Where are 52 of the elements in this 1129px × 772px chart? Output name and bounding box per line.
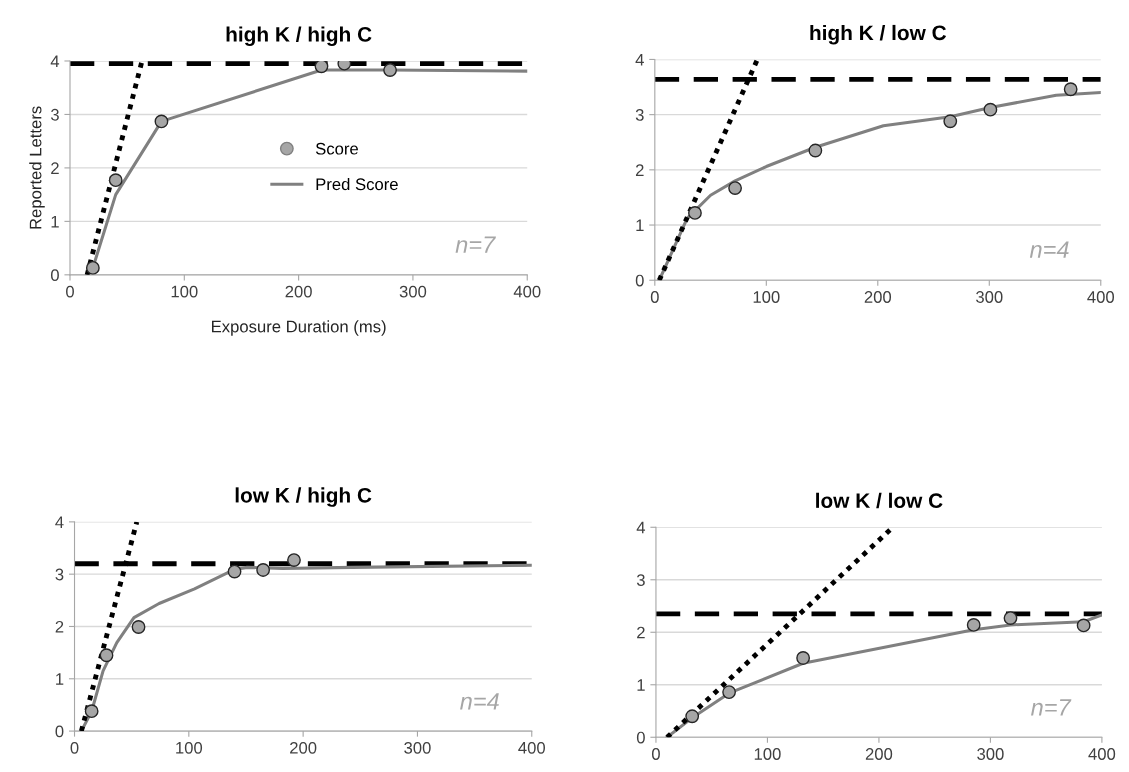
- y-tick-label: 3: [635, 109, 644, 121]
- chart-title: low K / high C: [235, 487, 372, 507]
- chart-title: low K / low C: [816, 492, 943, 509]
- y-tick-label: 3: [55, 568, 64, 581]
- y-tick-label: 1: [51, 215, 59, 228]
- y-tick-label: 4: [636, 521, 646, 534]
- annotation: n=7: [1031, 699, 1072, 716]
- x-axis-title: Exposure Duration (ms): [212, 320, 386, 336]
- x-tick-label: 0: [650, 291, 659, 303]
- y-tick-label: 2: [637, 626, 645, 639]
- x-tick-label: 0: [651, 748, 660, 760]
- annotation: n=7: [455, 236, 496, 253]
- x-tick-label: 300: [399, 285, 427, 298]
- y-tick-label: 2: [635, 164, 644, 176]
- legend-label: Pred Score: [316, 177, 398, 191]
- y-tick-label: 3: [50, 108, 59, 121]
- annotation: n=4: [1029, 241, 1069, 258]
- x-tick-label: 200: [290, 741, 317, 754]
- x-tick-label: 200: [285, 285, 312, 298]
- chart-title: high K / low C: [810, 24, 947, 45]
- x-tick-label: 300: [976, 291, 1003, 303]
- x-tick-label: 400: [1088, 748, 1116, 760]
- x-tick-label: 400: [518, 741, 546, 754]
- x-tick-label: 400: [513, 285, 541, 298]
- annotation: n=4: [460, 693, 499, 710]
- y-tick-label: 2: [51, 162, 59, 174]
- y-tick-label: 3: [636, 574, 645, 586]
- y-axis-title: Reported Letters: [29, 106, 45, 229]
- x-tick-label: 100: [754, 748, 781, 760]
- x-tick-label: 100: [753, 291, 780, 303]
- y-tick-label: 4: [635, 54, 644, 66]
- y-tick-label: 0: [50, 269, 59, 282]
- x-tick-label: 200: [865, 748, 893, 760]
- y-tick-label: 1: [637, 679, 645, 691]
- x-tick-label: 300: [977, 748, 1004, 760]
- y-tick-label: 1: [56, 673, 64, 685]
- y-tick-label: 4: [50, 55, 60, 68]
- x-tick-label: 200: [864, 291, 892, 303]
- y-tick-label: 0: [636, 731, 645, 744]
- y-tick-label: 1: [636, 219, 644, 232]
- chart-title: high K / high C: [226, 26, 372, 46]
- x-tick-label: 0: [70, 741, 79, 754]
- y-tick-label: 0: [635, 274, 644, 287]
- legend-label: Score: [315, 142, 358, 155]
- y-tick-label: 2: [55, 620, 64, 633]
- x-tick-label: 0: [66, 285, 74, 298]
- x-tick-label: 100: [171, 285, 198, 298]
- x-tick-label: 300: [404, 741, 431, 754]
- y-tick-label: 0: [55, 725, 64, 738]
- y-tick-label: 4: [55, 516, 64, 528]
- x-tick-label: 400: [1087, 291, 1115, 303]
- x-tick-label: 100: [176, 741, 203, 754]
